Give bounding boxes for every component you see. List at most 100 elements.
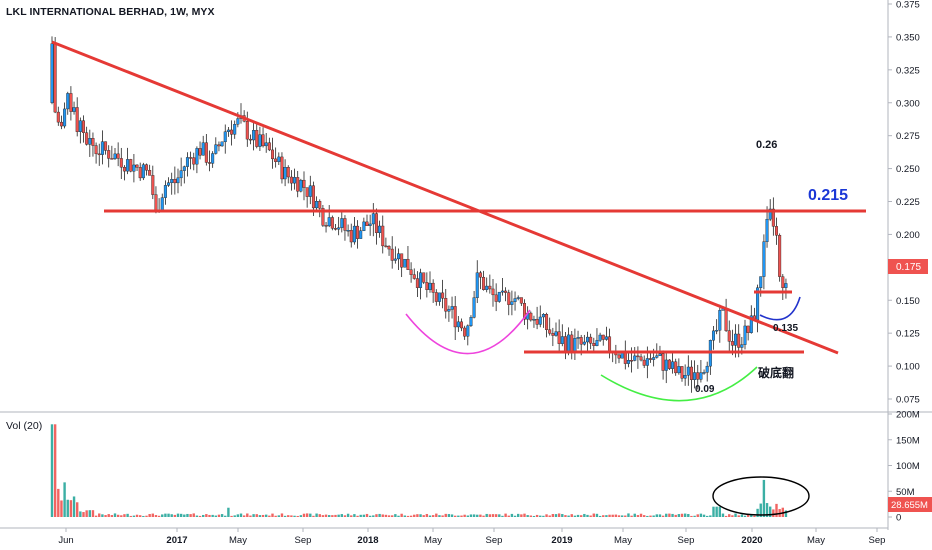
volume-bar [135, 514, 139, 517]
candle-body [598, 334, 602, 341]
volume-bar [309, 513, 312, 517]
candle-body [504, 290, 508, 293]
candle-body [85, 132, 89, 145]
volume-bar [737, 515, 740, 517]
rounded-bottom-curve-magenta[interactable] [405, 309, 531, 355]
candle-body [233, 124, 237, 135]
candle-body [485, 285, 489, 290]
candle-body [207, 162, 211, 164]
volume-bar [299, 515, 303, 517]
volume-bar [699, 513, 703, 517]
time-axis[interactable]: Jun 2017 May Sep 2018 May Sep 2019 May Sep 2020 May… [58, 528, 885, 546]
volume-bar [239, 513, 243, 517]
price-tick-label: 0.200 [896, 230, 920, 241]
volume-bar [242, 515, 246, 517]
volume-highlight-ellipse[interactable] [712, 476, 810, 516]
candle-body [702, 372, 706, 374]
candle-body [667, 359, 671, 369]
candle-body [482, 276, 486, 290]
price-tick-label: 0.100 [896, 362, 920, 373]
volume-bar [539, 515, 542, 517]
price-axis[interactable]: 0.375 0.350 0.325 0.300 0.275 0.250 0.225 0.200… [888, 0, 920, 406]
candle-body [236, 118, 240, 125]
volume-bar [485, 513, 488, 517]
candle-body [419, 272, 423, 288]
volume-bar [743, 515, 747, 517]
volume-bar [573, 515, 577, 517]
volume-bar [170, 514, 173, 517]
candle-body [163, 185, 167, 198]
volume-bar [630, 515, 633, 517]
volume-bar [466, 515, 469, 517]
volume-bar [334, 514, 337, 517]
rounded-bottom-curve-navy[interactable] [759, 296, 801, 321]
candle-body [431, 282, 435, 293]
candle-body [334, 228, 338, 230]
candle-body [113, 153, 117, 159]
candle-body [768, 208, 772, 220]
volume-bar [293, 515, 296, 517]
volume-bar [337, 514, 340, 517]
candle-body [642, 359, 646, 366]
volume-bar [712, 506, 715, 517]
volume-bar [161, 514, 164, 517]
candle-body [192, 157, 196, 165]
volume-bar [460, 515, 463, 517]
candlesticks [50, 36, 788, 393]
volume-bar [520, 514, 523, 517]
volume-bar [542, 515, 545, 517]
candle-body [437, 292, 441, 302]
volume-bar [532, 515, 536, 517]
candle-body [271, 149, 275, 160]
price-tick-label: 0.125 [896, 329, 920, 340]
downtrend-line[interactable] [51, 40, 839, 355]
volume-bar [611, 514, 614, 517]
volume-bar [592, 513, 595, 517]
volume-indicator-label[interactable]: Vol (20) [6, 420, 43, 432]
candle-body [412, 274, 416, 279]
volume-bar [189, 514, 192, 517]
candle-body [434, 292, 438, 302]
last-price-badge [888, 259, 928, 274]
volume-bar [759, 503, 762, 517]
candle-body [116, 153, 120, 159]
volume-bar [535, 514, 539, 517]
candle-body [658, 353, 662, 356]
volume-bar [69, 500, 73, 517]
candle-body [535, 319, 539, 325]
candle-body [491, 288, 495, 296]
volume-bar [668, 513, 671, 517]
candle-body [718, 310, 722, 331]
candle-body [428, 282, 432, 290]
candle-body [226, 129, 230, 132]
candle-body [135, 164, 139, 168]
candle-body [293, 177, 297, 184]
candle-body [620, 352, 624, 359]
time-tick-label: May [424, 535, 442, 546]
candle-body [252, 130, 256, 141]
candle-body [107, 150, 111, 159]
candle-body [75, 107, 79, 132]
volume-bar [290, 515, 293, 517]
candle-body [573, 338, 577, 352]
volume-bar [368, 515, 372, 517]
candle-body [683, 375, 687, 379]
volume-bar [66, 499, 69, 517]
candle-body [400, 253, 404, 268]
candle-body [582, 341, 586, 345]
volume-bar [409, 515, 413, 517]
volume-bar [387, 515, 391, 517]
rounded-bottom-curve-green[interactable] [600, 366, 758, 402]
price-tick-label: 0.275 [896, 131, 920, 142]
candle-body [167, 182, 171, 186]
volume-axis[interactable]: 200M 150M 100M 50M 0 [888, 410, 920, 524]
candle-body [296, 177, 300, 192]
candle-body [94, 145, 98, 155]
volume-tick-label: 50M [896, 487, 915, 498]
candle-body [321, 208, 325, 226]
volume-bar [479, 514, 482, 517]
volume-bar [391, 515, 394, 517]
candle-body [453, 306, 457, 328]
candle-body [724, 308, 728, 331]
